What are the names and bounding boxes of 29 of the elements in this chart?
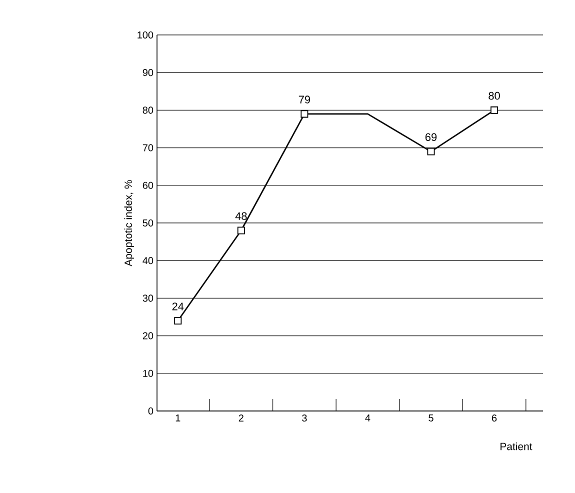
data-label: 69 xyxy=(425,133,437,142)
data-label: 24 xyxy=(172,302,184,310)
y-tick-label: 0 xyxy=(148,407,154,415)
data-label: 48 xyxy=(235,212,247,220)
y-tick-label: 80 xyxy=(142,106,154,114)
x-tick-label: 3 xyxy=(302,414,307,422)
y-tick-label: 20 xyxy=(142,332,154,340)
y-tick-label: 50 xyxy=(142,219,154,227)
y-tick-label: 30 xyxy=(142,294,154,302)
y-tick-label: 100 xyxy=(138,31,154,39)
y-tick-label: 90 xyxy=(142,69,154,76)
y-tick-label: 40 xyxy=(142,257,154,264)
x-tick-label: 5 xyxy=(428,414,434,422)
data-label: 80 xyxy=(488,92,500,100)
x-axis-title: Patient xyxy=(500,442,532,450)
point xyxy=(427,148,435,156)
point xyxy=(490,106,498,114)
y-axis-title: Apoptotic index, % xyxy=(124,180,134,266)
x-tick-label: 6 xyxy=(492,414,497,422)
point xyxy=(300,110,308,118)
x-tick-label: 4 xyxy=(365,414,370,422)
x-tick-label: 1 xyxy=(176,414,180,422)
data-label: 79 xyxy=(298,96,310,104)
x-tick-label: 2 xyxy=(238,414,244,422)
y-tick-label: 70 xyxy=(142,144,154,152)
y-tick-label: 10 xyxy=(143,370,154,377)
y-tick-label: 60 xyxy=(142,182,154,189)
point xyxy=(174,316,182,324)
point xyxy=(237,226,245,234)
